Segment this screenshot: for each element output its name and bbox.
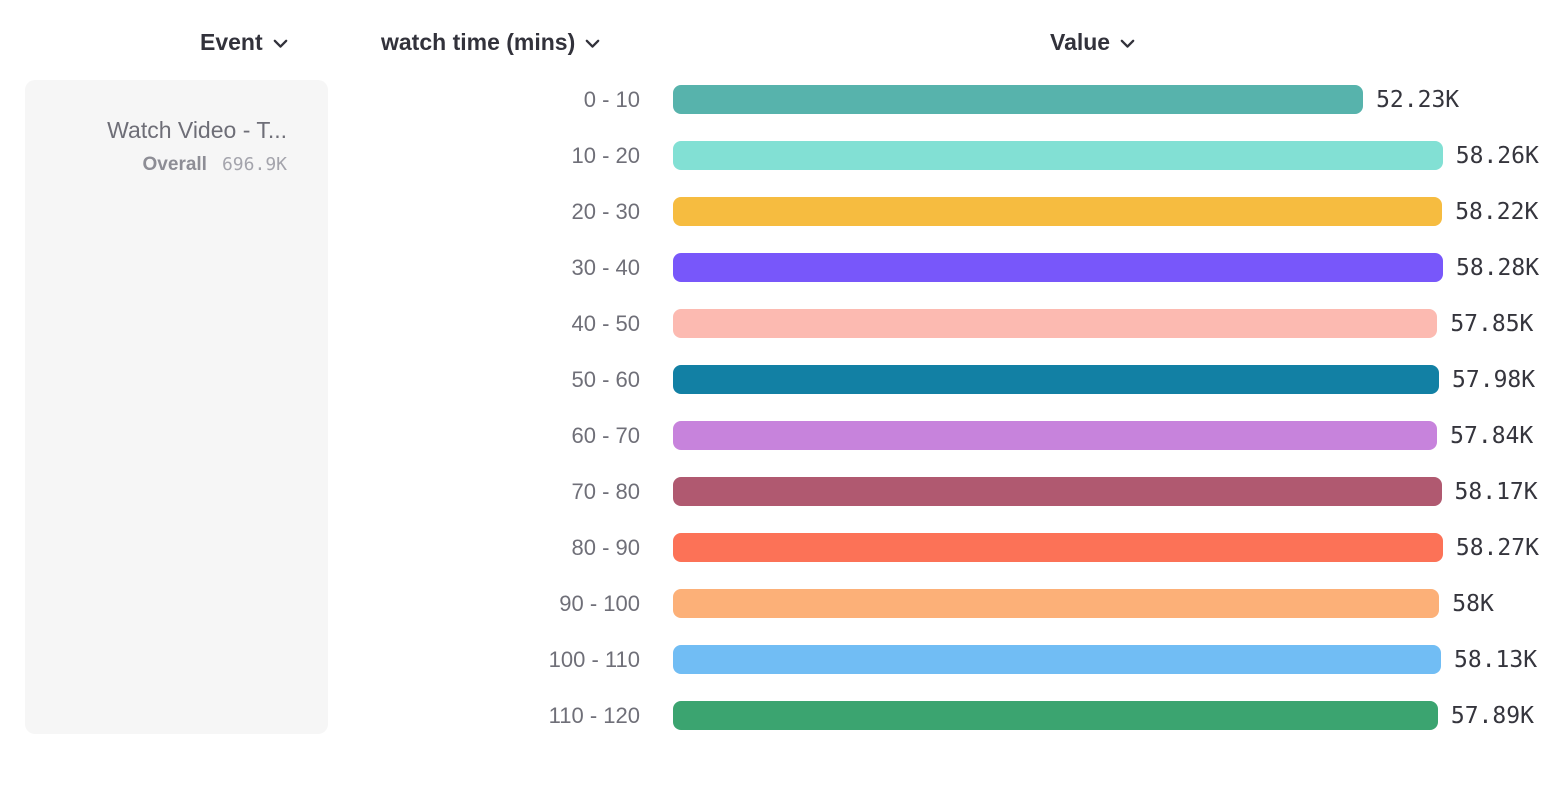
value-bar[interactable] <box>673 197 1443 226</box>
chart-row: 70 - 80 58.17K <box>0 464 1568 520</box>
column-header-value[interactable]: Value <box>1050 27 1135 57</box>
event-name: Watch Video - T... <box>107 117 287 143</box>
chart-row: 90 - 100 58K <box>0 576 1568 632</box>
bar-value-label: 58.26K <box>1455 143 1539 169</box>
bucket-label: 20 - 30 <box>571 199 641 224</box>
value-bar[interactable] <box>673 85 1364 114</box>
chart-row: 40 - 50 57.85K <box>0 296 1568 352</box>
bucket-label: 30 - 40 <box>571 255 641 280</box>
chevron-down-icon <box>1120 39 1135 49</box>
bucket-label: 70 - 80 <box>571 479 641 504</box>
bucket-label: 80 - 90 <box>571 535 641 560</box>
column-header-watch-time-label: watch time (mins) <box>381 28 576 55</box>
chevron-down-icon <box>585 39 600 49</box>
value-bar[interactable] <box>673 477 1442 506</box>
chart-row: 20 - 30 58.22K <box>0 184 1568 240</box>
bucket-label: 90 - 100 <box>559 591 640 616</box>
column-header-value-label: Value <box>1050 28 1111 55</box>
bucket-label: 10 - 20 <box>571 143 641 168</box>
chart-row: 80 - 90 58.27K <box>0 520 1568 576</box>
bucket-label: 100 - 110 <box>548 647 640 672</box>
bucket-label: 50 - 60 <box>571 367 641 392</box>
column-header-event[interactable]: Event <box>200 27 288 57</box>
bar-value-label: 52.23K <box>1376 87 1460 113</box>
value-bar[interactable] <box>673 365 1440 394</box>
value-bar[interactable] <box>673 645 1442 674</box>
value-bar[interactable] <box>673 533 1443 562</box>
value-bar[interactable] <box>673 701 1438 730</box>
overall-value: 696.9K <box>221 154 287 175</box>
value-bar[interactable] <box>673 253 1443 282</box>
bar-value-label: 58.13K <box>1454 647 1538 673</box>
event-card[interactable]: Watch Video - T... Overall 696.9K <box>25 80 328 734</box>
value-bar[interactable] <box>673 421 1438 450</box>
chart-row: 0 - 10 52.23K <box>0 72 1568 128</box>
column-header-event-label: Event <box>200 28 263 55</box>
chevron-down-icon <box>273 39 288 49</box>
value-bar[interactable] <box>673 589 1440 618</box>
bar-value-label: 58.22K <box>1455 199 1539 225</box>
column-header-watch-time[interactable]: watch time (mins) <box>381 27 600 57</box>
bar-chart: 0 - 10 52.23K 10 - 20 58.26K 20 - 30 58.22K 30… <box>0 72 1568 744</box>
bucket-label: 40 - 50 <box>571 311 641 336</box>
bar-value-label: 58.27K <box>1455 535 1539 561</box>
value-bar[interactable] <box>673 309 1438 338</box>
chart-row: 100 - 110 58.13K <box>0 632 1568 688</box>
chart-row: 110 - 120 57.89K <box>0 688 1568 744</box>
bucket-label: 110 - 120 <box>548 703 640 728</box>
bar-value-label: 58.28K <box>1456 255 1540 281</box>
bar-value-label: 57.85K <box>1450 311 1534 337</box>
bar-value-label: 58.17K <box>1454 479 1538 505</box>
event-overall-row: Overall 696.9K <box>143 154 287 176</box>
chart-row: 50 - 60 57.98K <box>0 352 1568 408</box>
bar-value-label: 58K <box>1452 591 1494 617</box>
bar-value-label: 57.89K <box>1450 703 1534 729</box>
overall-label: Overall <box>142 154 207 175</box>
bucket-label: 0 - 10 <box>583 87 640 112</box>
bucket-label: 60 - 70 <box>571 423 641 448</box>
chart-row: 60 - 70 57.84K <box>0 408 1568 464</box>
chart-row: 10 - 20 58.26K <box>0 128 1568 184</box>
bar-value-label: 57.84K <box>1450 423 1534 449</box>
chart-row: 30 - 40 58.28K <box>0 240 1568 296</box>
value-bar[interactable] <box>673 141 1443 170</box>
bar-value-label: 57.98K <box>1452 367 1536 393</box>
